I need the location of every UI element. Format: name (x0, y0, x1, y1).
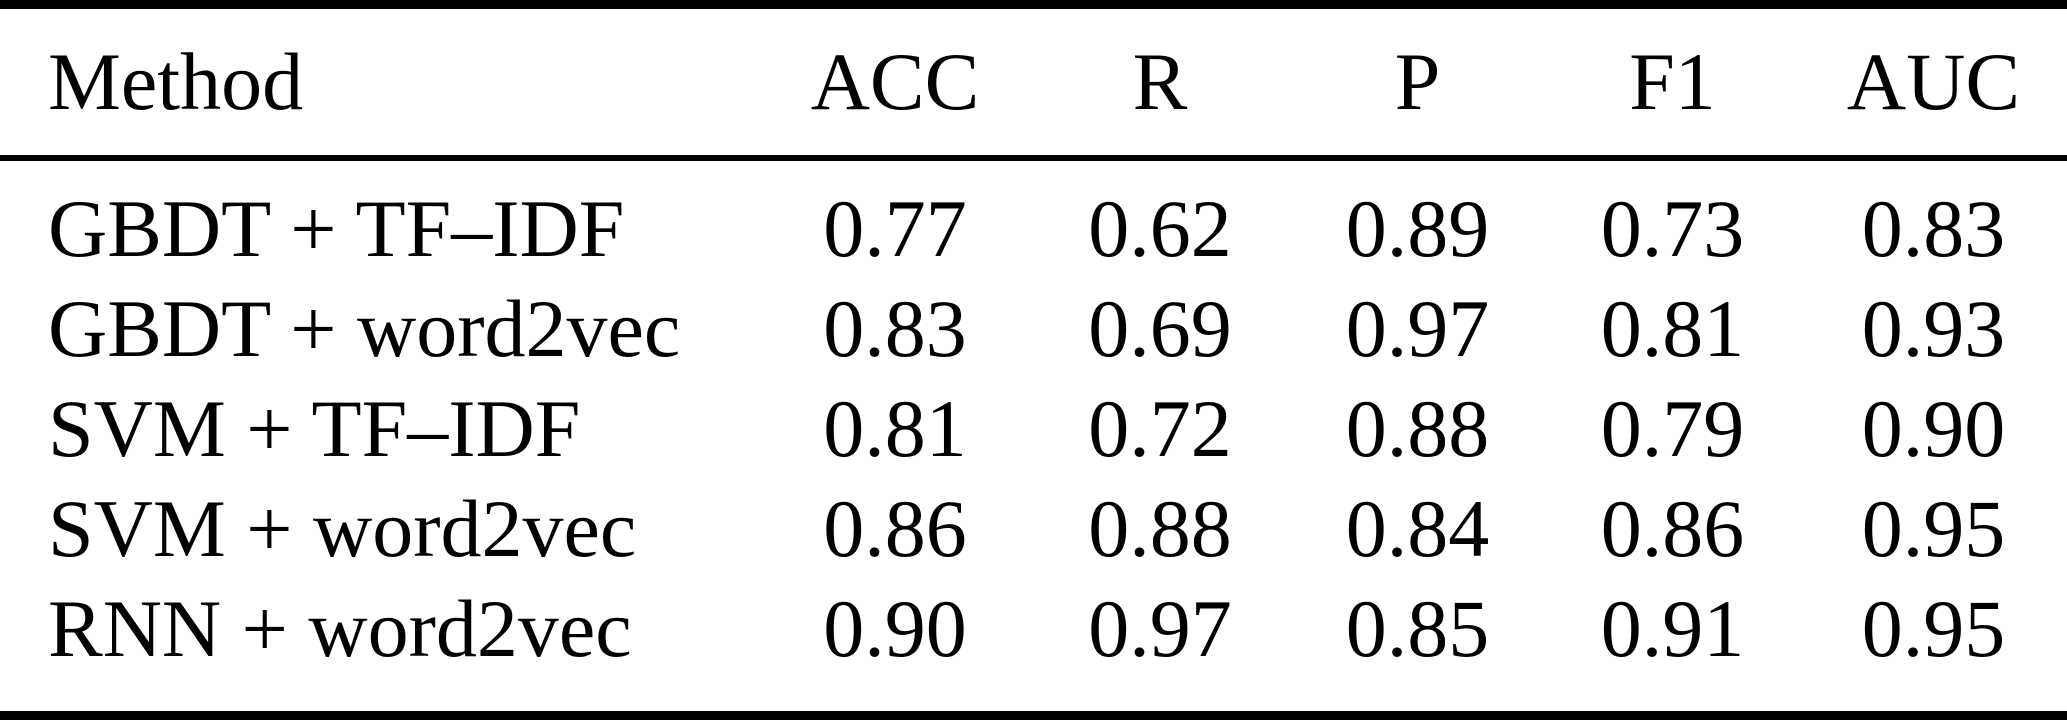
column-header-p: P (1394, 36, 1441, 127)
p-cell: 0.84 (1345, 483, 1490, 574)
r-cell: 0.72 (1088, 383, 1232, 474)
table-row: RNN + word2vec 0.90 0.97 0.85 0.91 0.95 (0, 579, 2067, 679)
f1-cell: 0.81 (1600, 283, 1745, 374)
auc-cell: 0.83 (1861, 183, 2006, 274)
acc-cell: 0.77 (823, 183, 967, 274)
table-body: GBDT + TF–IDF 0.77 0.62 0.89 0.73 0.83 G… (0, 161, 2067, 679)
method-cell: RNN + word2vec (48, 583, 632, 674)
acc-cell: 0.83 (823, 283, 967, 374)
p-cell: 0.85 (1345, 583, 1490, 674)
acc-cell: 0.90 (823, 583, 967, 674)
table-row: GBDT + TF–IDF 0.77 0.62 0.89 0.73 0.83 (0, 179, 2067, 279)
auc-cell: 0.95 (1861, 583, 2006, 674)
r-cell: 0.88 (1088, 483, 1232, 574)
acc-cell: 0.86 (823, 483, 967, 574)
column-header-method: Method (48, 36, 304, 127)
p-cell: 0.89 (1345, 183, 1490, 274)
column-header-acc: ACC (810, 36, 980, 127)
column-header-f1: F1 (1629, 36, 1716, 127)
column-header-r: R (1132, 36, 1188, 127)
r-cell: 0.62 (1088, 183, 1232, 274)
f1-cell: 0.73 (1600, 183, 1745, 274)
table-row: SVM + TF–IDF 0.81 0.72 0.88 0.79 0.90 (0, 379, 2067, 479)
r-cell: 0.69 (1088, 283, 1232, 374)
method-cell: GBDT + word2vec (48, 283, 681, 374)
auc-cell: 0.90 (1861, 383, 2006, 474)
table-row: SVM + word2vec 0.86 0.88 0.84 0.86 0.95 (0, 479, 2067, 579)
method-cell: SVM + word2vec (48, 483, 637, 574)
f1-cell: 0.79 (1600, 383, 1745, 474)
f1-cell: 0.86 (1600, 483, 1745, 574)
table-header-row: Method ACC R P F1 AUC (0, 9, 2067, 161)
p-cell: 0.97 (1345, 283, 1490, 374)
auc-cell: 0.93 (1861, 283, 2006, 374)
r-cell: 0.97 (1088, 583, 1232, 674)
acc-cell: 0.81 (823, 383, 967, 474)
method-cell: GBDT + TF–IDF (48, 183, 625, 274)
p-cell: 0.88 (1345, 383, 1490, 474)
column-header-auc: AUC (1846, 36, 2021, 127)
auc-cell: 0.95 (1861, 483, 2006, 574)
f1-cell: 0.91 (1600, 583, 1745, 674)
table-row: GBDT + word2vec 0.83 0.69 0.97 0.81 0.93 (0, 279, 2067, 379)
method-cell: SVM + TF–IDF (48, 383, 581, 474)
